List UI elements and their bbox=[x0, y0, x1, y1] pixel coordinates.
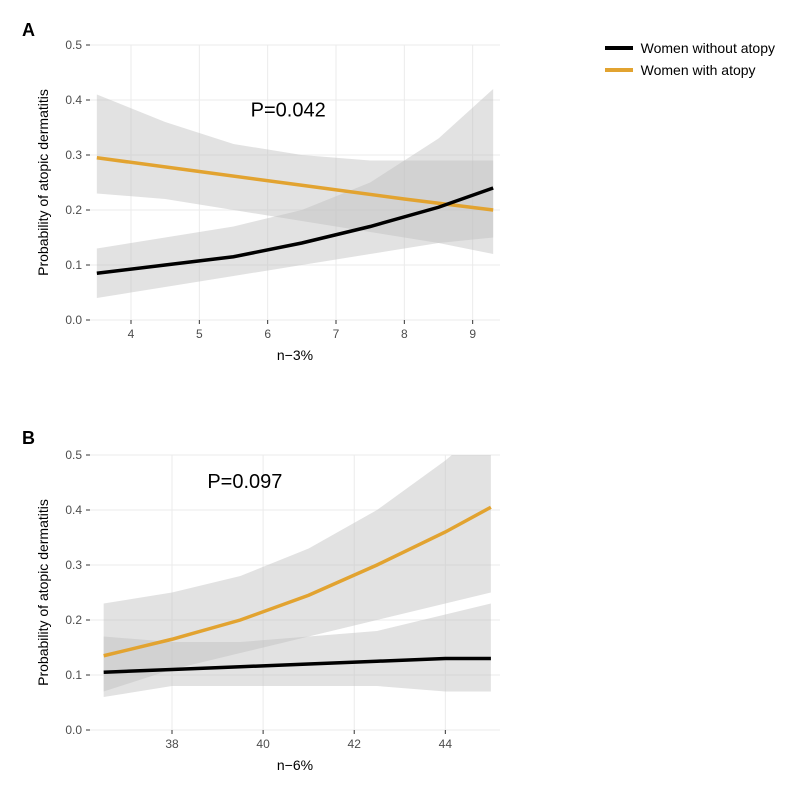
y-tick-label: 0.1 bbox=[65, 258, 82, 272]
legend: Women without atopy Women with atopy bbox=[605, 40, 775, 84]
x-tick-label: 42 bbox=[348, 737, 362, 751]
panel-label-a: A bbox=[22, 20, 35, 41]
y-tick-label: 0.4 bbox=[65, 93, 82, 107]
x-tick-label: 6 bbox=[264, 327, 271, 341]
figure-root: A B Women without atopyWomen with atopy … bbox=[0, 0, 800, 807]
y-tick-label: 0.3 bbox=[65, 558, 82, 572]
legend-label: Women without atopy bbox=[641, 40, 775, 56]
chart-svg: 4 5 6 7 8 9 0.0 0.1 0.2 0.3 0.4 0.5 n−3% Probability … bbox=[35, 40, 505, 370]
legend-swatch bbox=[605, 68, 633, 72]
legend-item: Women with atopy bbox=[605, 62, 775, 78]
x-axis-label: n−6% bbox=[277, 757, 313, 773]
y-tick-label: 0.0 bbox=[65, 723, 82, 737]
plot-panel-a: 4 5 6 7 8 9 0.0 0.1 0.2 0.3 0.4 0.5 n−3% Probability … bbox=[35, 40, 505, 375]
y-tick-label: 0.2 bbox=[65, 203, 82, 217]
x-axis-label: n−3% bbox=[277, 347, 313, 363]
p-value-annotation: P=0.042 bbox=[251, 100, 326, 122]
plot-panel-b: 38 40 42 44 0.0 0.1 0.2 0.3 0.4 0.5 n−6% Probabilit… bbox=[35, 450, 505, 785]
y-tick-label: 0.1 bbox=[65, 668, 82, 682]
x-tick-label: 44 bbox=[439, 737, 453, 751]
x-tick-label: 8 bbox=[401, 327, 408, 341]
legend-swatch bbox=[605, 46, 633, 50]
legend-item: Women without atopy bbox=[605, 40, 775, 56]
x-tick-label: 4 bbox=[128, 327, 135, 341]
x-tick-label: 7 bbox=[333, 327, 340, 341]
x-tick-label: 5 bbox=[196, 327, 203, 341]
y-tick-label: 0.2 bbox=[65, 613, 82, 627]
p-value-annotation: P=0.097 bbox=[207, 471, 282, 493]
y-tick-label: 0.5 bbox=[65, 450, 82, 462]
y-tick-label: 0.0 bbox=[65, 313, 82, 327]
x-tick-label: 9 bbox=[469, 327, 476, 341]
y-axis-label: Probability of atopic dermatitis bbox=[35, 89, 51, 276]
y-tick-label: 0.5 bbox=[65, 40, 82, 52]
y-axis-label: Probability of atopic dermatitis bbox=[35, 499, 51, 686]
x-tick-label: 40 bbox=[256, 737, 270, 751]
legend-label: Women with atopy bbox=[641, 62, 756, 78]
y-tick-label: 0.4 bbox=[65, 503, 82, 517]
y-tick-label: 0.3 bbox=[65, 148, 82, 162]
x-tick-label: 38 bbox=[165, 737, 179, 751]
chart-svg: 38 40 42 44 0.0 0.1 0.2 0.3 0.4 0.5 n−6% Probabilit… bbox=[35, 450, 505, 780]
panel-label-b: B bbox=[22, 428, 35, 449]
